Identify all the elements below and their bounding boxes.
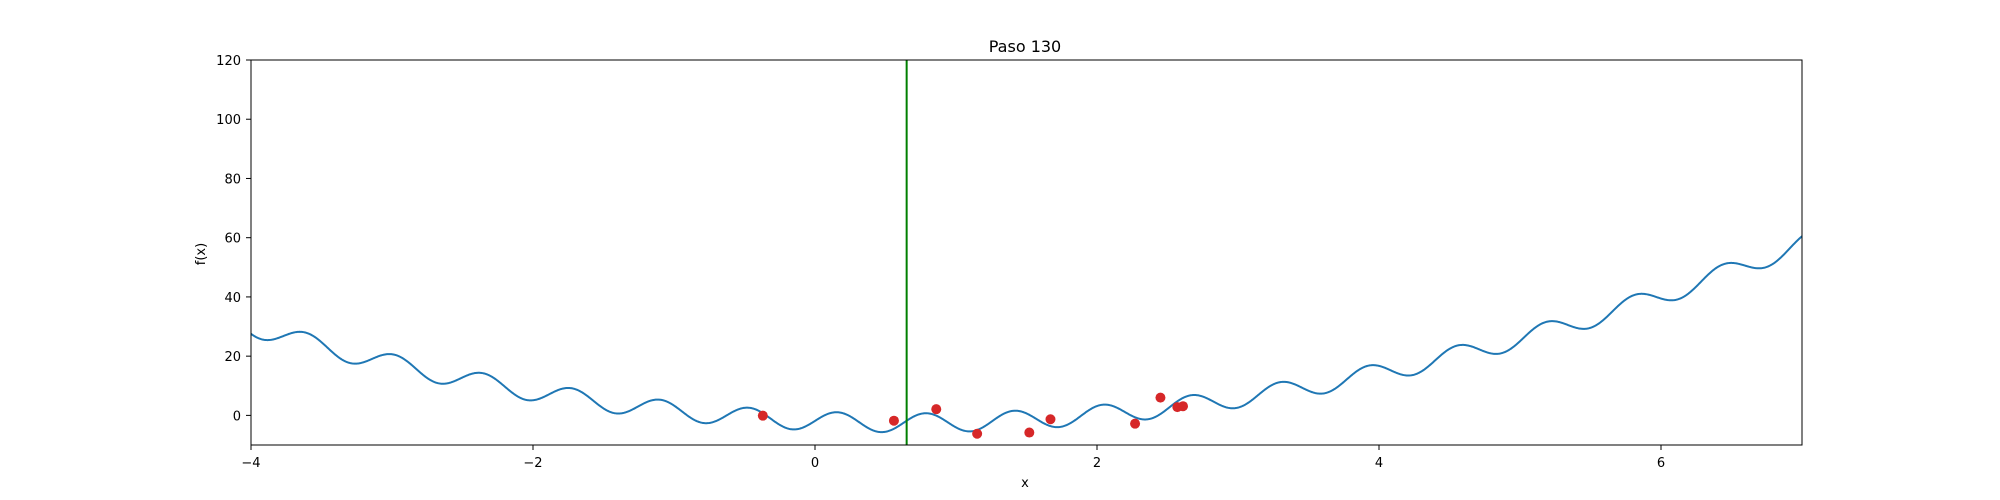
y-tick-label: 0 — [233, 409, 241, 424]
y-axis-label: f(x) — [194, 243, 209, 265]
sample-point — [1130, 418, 1141, 429]
y-tick-label: 100 — [216, 113, 241, 128]
y-tick-label: 60 — [224, 232, 241, 247]
y-tick-label: 20 — [224, 350, 241, 365]
sample-point — [1155, 392, 1166, 403]
plot-area — [251, 60, 1802, 445]
y-tick-label: 120 — [216, 54, 241, 69]
sample-point — [931, 404, 942, 415]
y-axis-ticks: 0 20 40 60 80 100 120 — [216, 54, 251, 424]
x-tick-label: −4 — [241, 456, 260, 471]
sample-point — [888, 415, 899, 426]
x-tick-label: 0 — [811, 456, 819, 471]
x-tick-label: 2 — [1093, 456, 1101, 471]
sample-point — [1178, 401, 1189, 412]
plot-frame — [250, 59, 1803, 446]
y-tick-label: 40 — [224, 291, 241, 306]
chart-title: Paso 130 — [989, 37, 1061, 56]
sample-point — [972, 428, 983, 439]
sample-point — [1024, 427, 1035, 438]
x-axis-ticks: −4 −2 0 2 4 6 — [241, 445, 1665, 471]
x-tick-label: 4 — [1375, 456, 1383, 471]
sample-point — [757, 410, 768, 421]
x-tick-label: 6 — [1657, 456, 1665, 471]
x-tick-label: −2 — [523, 456, 542, 471]
x-axis-label: x — [1021, 476, 1029, 491]
function-curve — [251, 235, 1802, 434]
y-tick-label: 80 — [224, 172, 241, 187]
sample-point — [1045, 414, 1056, 425]
